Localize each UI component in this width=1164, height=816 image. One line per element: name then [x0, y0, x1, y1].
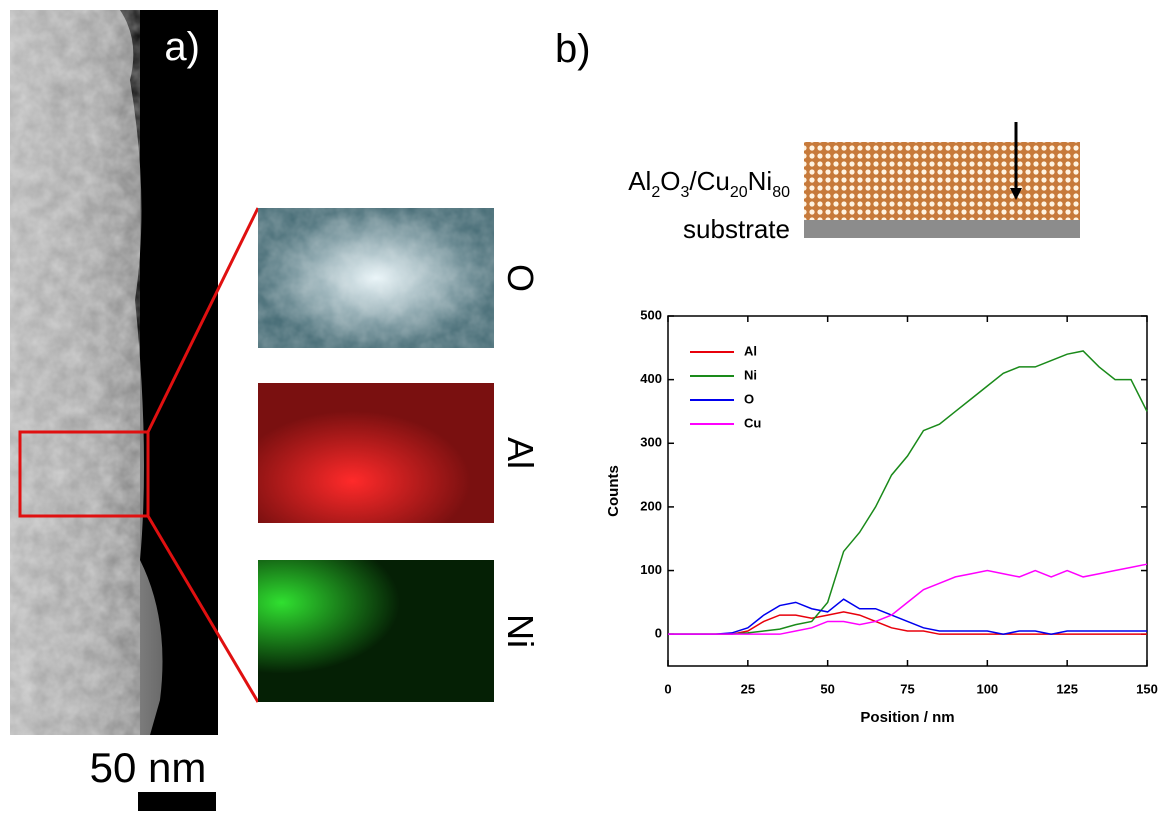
formula-part: 20: [730, 184, 748, 201]
formula-part: Al: [628, 166, 651, 196]
x-tick-label: 50: [820, 681, 834, 696]
x-tick-label: 0: [664, 681, 671, 696]
map-texture: [258, 208, 494, 348]
legend-label: Al: [744, 343, 757, 358]
arrow-head: [1010, 188, 1022, 200]
formula-part: 80: [772, 184, 790, 201]
panel-label: b): [555, 27, 591, 71]
formula-part: /Cu: [689, 166, 729, 196]
x-tick-label: 25: [741, 681, 755, 696]
formula-part: Ni: [748, 166, 773, 196]
substrate-layer: [804, 220, 1080, 238]
film-layer: [804, 142, 1080, 220]
map-label: Ni: [500, 614, 541, 648]
y-axis-label: Counts: [605, 465, 622, 517]
y-tick-label: 0: [655, 626, 662, 641]
plot: 0 100 200 300 400 500 0 25 50 75 100 125 150 Position…: [605, 307, 1158, 726]
y-tick-label: 300: [640, 435, 662, 450]
x-tick-label: 75: [900, 681, 914, 696]
map-al: [258, 383, 494, 523]
formula-part: O: [660, 166, 680, 196]
series-line: [668, 611, 1147, 635]
series-line: [668, 563, 1148, 635]
roi-box: [18, 430, 150, 518]
panel-label: a): [164, 25, 200, 69]
legend-label: Cu: [744, 415, 761, 430]
x-tick-label: 125: [1056, 681, 1078, 696]
roi-line: [146, 207, 260, 433]
formula-part: 2: [651, 184, 660, 201]
x-tick-label: 150: [1136, 681, 1158, 696]
y-tick-label: 200: [640, 498, 662, 513]
sample-formula: Al2O3/Cu20Ni80: [628, 166, 790, 201]
legend-label: Ni: [744, 367, 757, 382]
map-label: O: [500, 264, 541, 292]
map-ni: [258, 560, 494, 702]
series-line: [668, 350, 1148, 635]
y-tick-label: 400: [640, 371, 662, 386]
substrate-label: substrate: [683, 214, 790, 244]
tem-texture: [10, 10, 140, 735]
series-line: [668, 598, 1147, 635]
x-axis-label: Position / nm: [860, 709, 954, 726]
y-tick-label: 100: [640, 562, 662, 577]
map-label: Al: [500, 437, 541, 469]
y-tick-label: 500: [640, 307, 662, 322]
plot-frame: [667, 315, 1148, 667]
x-tick-label: 100: [976, 681, 998, 696]
scale-bar-label: 50 nm: [90, 744, 207, 791]
formula-part: 3: [680, 184, 689, 201]
scale-bar: [138, 792, 216, 811]
legend-label: O: [744, 391, 754, 406]
roi-line: [146, 515, 260, 703]
